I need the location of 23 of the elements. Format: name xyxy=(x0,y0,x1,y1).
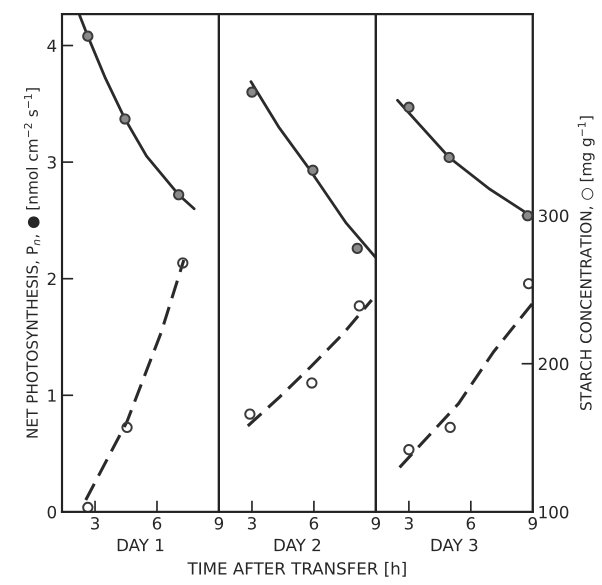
y2-tick-label: 100 xyxy=(539,506,568,518)
x-tick-label: 6 xyxy=(310,517,318,530)
x-tick-label: 9 xyxy=(372,517,380,530)
y2-axis-title: STARCH CONCENTRATION, ○ [mg g$^{−1}$] xyxy=(578,116,595,410)
y-axis-title: NET PHOTOSYNTHESIS, P$_{n}$, ● [nmol cm$^{−2}$ s$^{−1}$] xyxy=(24,88,40,438)
y-tick-label: 4 xyxy=(47,40,56,52)
x-axis-title: DAY 3 xyxy=(432,538,478,552)
x-tick-label: 3 xyxy=(91,517,100,530)
x-tick-label: 3 xyxy=(248,517,256,530)
x-tick-label: 9 xyxy=(528,517,537,530)
x-tick-label: 6 xyxy=(152,517,162,530)
y-tick-label: 3 xyxy=(48,156,56,169)
x-axis-title: DAY 2 xyxy=(274,538,320,552)
x-tick-label: 3 xyxy=(404,517,413,530)
y-tick-label: 0 xyxy=(48,506,56,518)
y2-tick-label: 300 xyxy=(538,210,568,222)
y-tick-label: 1 xyxy=(48,389,56,402)
x-axis-title: DAY 1 xyxy=(118,538,164,552)
text: TIME AFTER TRANSFER [h] xyxy=(187,562,406,577)
x-tick-label: 9 xyxy=(214,517,224,530)
y-tick-label: 2 xyxy=(48,272,56,286)
y2-tick-label: 200 xyxy=(538,358,568,370)
x-tick-label: 6 xyxy=(466,517,476,530)
